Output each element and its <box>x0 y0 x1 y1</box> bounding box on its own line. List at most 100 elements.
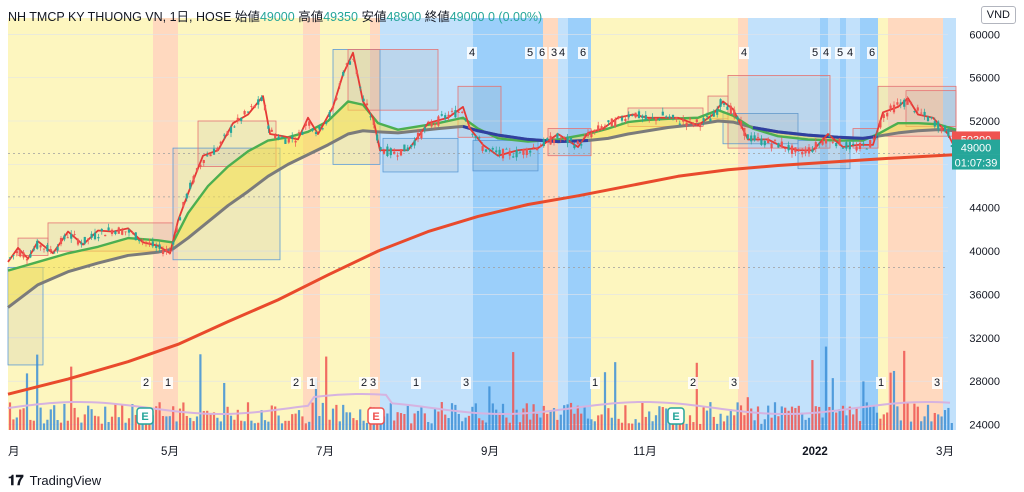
volume-bar <box>342 404 345 430</box>
volume-bar <box>267 421 270 430</box>
candle <box>889 103 892 113</box>
volume-bar <box>362 420 365 430</box>
candle <box>838 138 841 146</box>
mark-label-16: 3 <box>551 47 557 59</box>
candle <box>206 151 209 157</box>
volume-bar <box>243 421 246 430</box>
volume-bar <box>491 403 494 430</box>
candle-body <box>913 111 916 113</box>
candle <box>671 114 675 121</box>
candle-body <box>267 125 270 129</box>
volume-bar <box>440 402 443 430</box>
volume-bar <box>46 419 49 430</box>
candle <box>920 108 923 116</box>
volume-bar <box>471 406 474 430</box>
volume-bar <box>807 417 811 430</box>
volume-bar <box>219 421 222 430</box>
volume-bar <box>192 421 195 430</box>
candle-body <box>8 257 12 259</box>
candle-body <box>512 156 515 158</box>
candle <box>699 122 702 131</box>
candle-body <box>665 116 668 118</box>
candle-body <box>185 193 188 199</box>
candle-body <box>705 116 709 117</box>
candle-body <box>144 241 148 243</box>
candle <box>110 228 114 237</box>
candle <box>474 135 477 141</box>
mark-label-10: 3 <box>731 377 737 389</box>
candle <box>726 103 729 110</box>
candle-body <box>838 138 841 146</box>
volume-bar <box>780 406 783 430</box>
candle-body <box>250 106 253 108</box>
volume-bar <box>420 406 423 430</box>
candle-body <box>481 146 484 151</box>
candle <box>811 146 814 154</box>
volume-bar <box>705 410 709 430</box>
candle-body <box>532 147 535 148</box>
candle <box>342 70 345 77</box>
currency-button[interactable]: VND <box>980 6 1016 24</box>
price-labels: 503004900001:07:39 <box>952 131 1000 170</box>
candle-body <box>495 150 498 153</box>
candle-body <box>790 145 794 154</box>
close-label: 終値 <box>424 10 450 24</box>
candle-body <box>763 141 766 146</box>
candle-body <box>423 127 426 130</box>
volume-bar <box>226 406 229 430</box>
candle <box>348 57 352 65</box>
mark-bg-22 <box>835 47 845 59</box>
volume-bar <box>301 416 304 430</box>
volume-bar <box>66 420 69 430</box>
candle-body <box>552 139 556 143</box>
volume-bar <box>19 409 22 430</box>
volume-bar <box>743 415 746 430</box>
candle-body <box>943 125 947 132</box>
volume-bar <box>933 412 936 430</box>
candle-body <box>294 140 297 143</box>
volume-bar <box>131 404 134 430</box>
candle <box>848 139 851 153</box>
candle-body <box>19 250 22 257</box>
candle-body <box>80 242 83 245</box>
candle <box>450 107 454 115</box>
candle-body <box>100 229 103 232</box>
candle-body <box>114 231 117 235</box>
candle-body <box>195 168 199 172</box>
volume-bar <box>549 410 552 430</box>
volume-bar <box>756 406 760 430</box>
candle-body <box>175 227 178 233</box>
candle <box>784 148 787 152</box>
candle-body <box>433 123 437 126</box>
candle-body <box>90 233 93 238</box>
candle <box>382 148 386 155</box>
volume-bar <box>124 422 127 430</box>
volume-bar <box>542 405 545 430</box>
volume-bar <box>195 416 199 430</box>
volume-bar <box>389 403 392 430</box>
volume-bar <box>637 422 641 430</box>
candle <box>750 132 753 145</box>
candle-body <box>807 147 811 154</box>
time-axis: 月 5月 7月 9月 11月 2022 3月 <box>8 446 954 458</box>
candle <box>287 137 290 144</box>
volume-bar <box>182 402 185 430</box>
candle <box>233 125 236 128</box>
mark-label-6: 1 <box>413 377 419 389</box>
volume-bar <box>240 420 243 430</box>
candle-body <box>427 121 430 123</box>
candle <box>600 124 603 131</box>
candle <box>437 115 440 128</box>
volume-bar <box>947 407 950 430</box>
candle <box>155 242 158 252</box>
candle <box>583 133 586 138</box>
candle <box>501 148 505 162</box>
tradingview-brand[interactable]: 𝟏𝟕 TradingView <box>8 472 101 489</box>
volume-bar <box>280 423 284 430</box>
candle <box>777 142 780 148</box>
candle <box>617 115 620 120</box>
volume-bar <box>260 410 263 430</box>
candle-body <box>474 135 477 138</box>
candle <box>906 96 909 105</box>
volume-bar <box>423 413 426 430</box>
